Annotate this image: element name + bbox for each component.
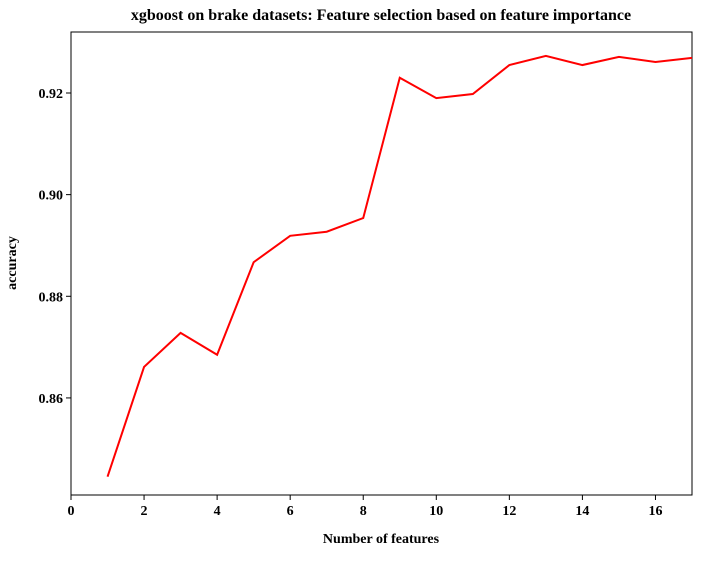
- x-tick-label: 4: [214, 504, 221, 519]
- y-axis-label: accuracy: [5, 236, 20, 290]
- x-tick-label: 8: [360, 504, 367, 519]
- x-tick-label: 16: [648, 504, 662, 519]
- x-axis-label: Number of features: [323, 532, 440, 547]
- x-tick-label: 14: [575, 504, 589, 519]
- x-tick-label: 0: [68, 504, 75, 519]
- y-tick-label: 0.88: [39, 290, 64, 305]
- x-tick-label: 6: [287, 504, 294, 519]
- chart-title: xgboost on brake datasets: Feature selec…: [131, 7, 631, 24]
- data-line: [106, 54, 693, 478]
- y-tick-label: 0.86: [39, 392, 64, 407]
- plot-frame: [70, 31, 693, 496]
- y-tick-label: 0.90: [39, 189, 64, 204]
- y-tick-label: 0.92: [39, 87, 64, 102]
- x-tick-label: 10: [429, 504, 443, 519]
- x-tick-label: 2: [141, 504, 148, 519]
- x-tick-label: 12: [502, 504, 516, 519]
